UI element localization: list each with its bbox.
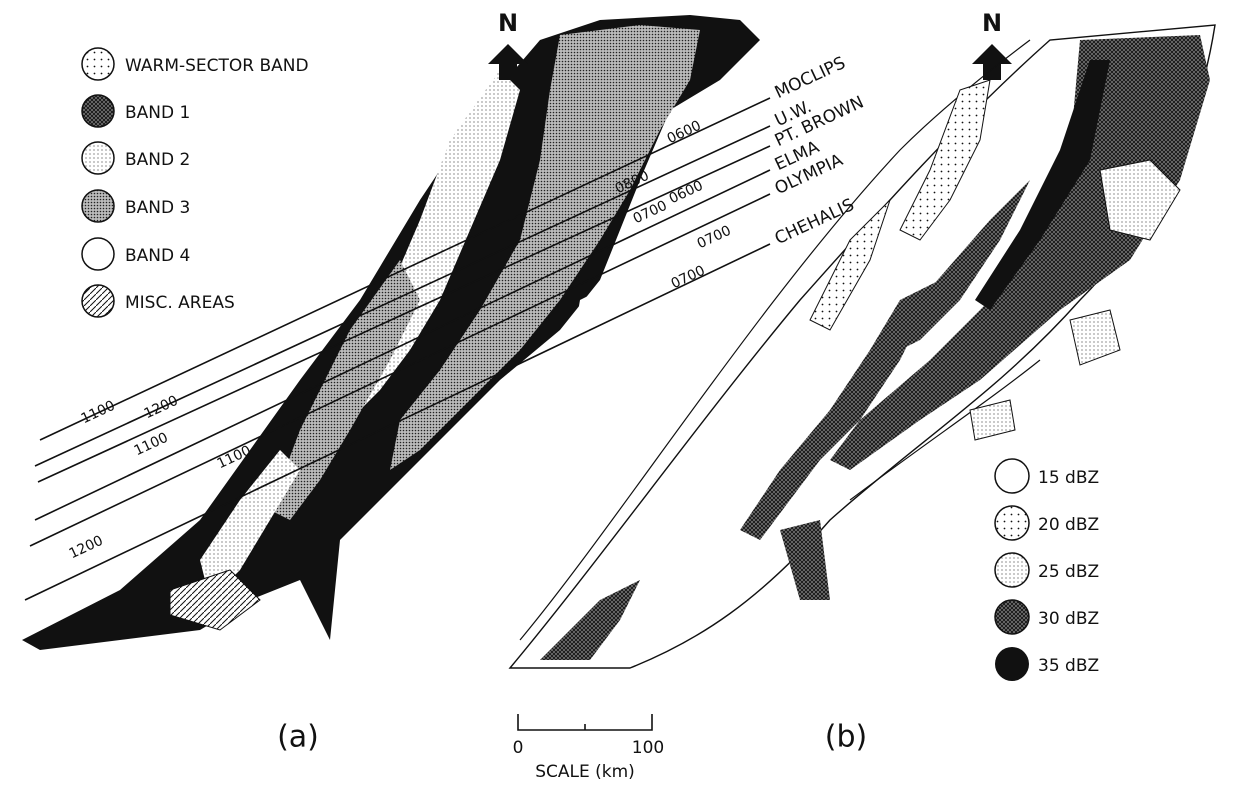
legend-label: 30 dBZ — [1038, 609, 1099, 629]
legend-swatch — [82, 285, 114, 317]
legend-label: BAND 2 — [125, 150, 190, 170]
legend-b: 15 dBZ 20 dBZ 25 dBZ 30 dBZ 35 dBZ — [995, 459, 1099, 681]
legend-swatch — [995, 553, 1029, 587]
time-label: 0600 — [665, 118, 704, 148]
legend-swatch — [995, 459, 1029, 493]
scale-bar: 0 100 SCALE (km) — [513, 714, 665, 782]
legend-swatch — [82, 190, 114, 222]
legend-swatch — [995, 600, 1029, 634]
legend-swatch — [995, 506, 1029, 540]
legend-label: BAND 1 — [125, 103, 190, 123]
station-labels: MOCLIPS U.W. PT. BROWN ELMA OLYMPIA CHEH… — [772, 53, 867, 249]
panel-label: (a) — [277, 720, 319, 755]
scale-line — [518, 714, 652, 730]
figure: MOCLIPS U.W. PT. BROWN ELMA OLYMPIA CHEH… — [0, 0, 1238, 786]
north-label: N — [498, 9, 518, 37]
legend-swatch — [82, 238, 114, 270]
legend-swatch — [82, 142, 114, 174]
scale-tick-label: 100 — [632, 738, 664, 758]
time-label: 0700 — [669, 263, 708, 293]
legend-swatch — [995, 647, 1029, 681]
legend-label: 15 dBZ — [1038, 468, 1099, 488]
time-label: 1200 — [67, 533, 106, 563]
legend-label: 25 dBZ — [1038, 562, 1099, 582]
time-label: 1200 — [142, 393, 181, 423]
time-label: 0700 — [631, 198, 670, 228]
station-label: MOCLIPS — [772, 53, 849, 103]
legend-label: WARM-SECTOR BAND — [125, 56, 309, 76]
echo-25-dbz — [1070, 310, 1120, 365]
legend-label: BAND 3 — [125, 198, 190, 218]
legend-a: WARM-SECTOR BAND BAND 1 BAND 2 BAND 3 BA… — [82, 48, 309, 317]
north-arrow — [972, 44, 1012, 80]
legend-label: MISC. AREAS — [125, 293, 235, 313]
north-label: N — [982, 9, 1002, 37]
panel-label: (b) — [825, 720, 867, 755]
legend-label: 20 dBZ — [1038, 515, 1099, 535]
echo-25-dbz — [970, 400, 1015, 440]
legend-swatch — [82, 95, 114, 127]
legend-swatch — [82, 48, 114, 80]
time-label: 1100 — [79, 398, 118, 428]
scale-title: SCALE (km) — [535, 762, 635, 782]
scale-tick-label: 0 — [513, 738, 524, 758]
legend-label: BAND 4 — [125, 246, 190, 266]
time-label: 1100 — [132, 430, 171, 460]
legend-label: 35 dBZ — [1038, 656, 1099, 676]
station-label: CHEHALIS — [772, 195, 858, 249]
